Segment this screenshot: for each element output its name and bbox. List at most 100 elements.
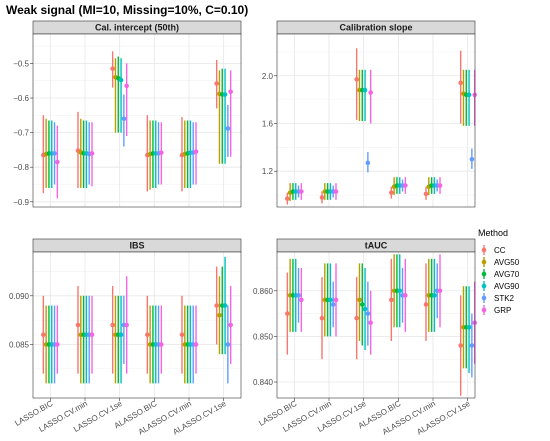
data-point <box>89 332 95 338</box>
data-point <box>354 315 359 321</box>
legend-item-GRP: GRP <box>481 305 511 315</box>
series-GRP <box>299 254 477 364</box>
data-point <box>285 311 290 316</box>
legend-label: AVG70 <box>494 270 520 279</box>
y-tick-label: −0.6 <box>13 94 29 103</box>
data-point <box>118 332 124 338</box>
panel-background <box>33 34 241 207</box>
y-tick-label: 1.2 <box>262 167 274 176</box>
data-point <box>469 343 475 348</box>
panel-1: Calibration slope 2.0 1.6 1.2 <box>262 20 477 208</box>
data-point <box>41 332 46 338</box>
legend-title: Method <box>478 228 508 238</box>
legend-label: STK2 <box>494 294 515 303</box>
panel-background <box>33 252 241 398</box>
data-point <box>228 322 233 328</box>
data-point <box>423 191 429 197</box>
data-point <box>121 116 127 122</box>
data-point <box>145 332 150 338</box>
data-point <box>225 342 231 347</box>
data-point <box>299 189 304 194</box>
series-STK2 <box>296 263 475 378</box>
series-CC <box>41 51 219 194</box>
panel-border <box>276 33 476 208</box>
panel-0: Cal. intercept (50th) −0.5 −0.6 −0.7 −0.8 −0.… <box>13 20 242 208</box>
series-AVG50 <box>43 58 222 190</box>
panel-border <box>276 251 476 399</box>
legend: Method CC AVG50 AVG70 AVG90 STK2 GRP <box>478 228 520 315</box>
series-STK2 <box>52 94 231 185</box>
series-AVG70 <box>46 56 225 188</box>
legend-key-point <box>481 283 487 289</box>
data-point <box>469 156 475 162</box>
data-point <box>458 80 463 86</box>
y-tick-label: 0.840 <box>253 378 274 387</box>
legend-key-point <box>481 247 487 253</box>
panel-strip-label: Calibration slope <box>339 23 412 33</box>
legend-label: CC <box>494 246 506 255</box>
data-point <box>228 89 233 95</box>
data-point <box>319 195 325 200</box>
series-CC <box>285 258 463 396</box>
y-tick-label: 0.090 <box>9 292 30 301</box>
data-point <box>432 293 437 298</box>
data-point <box>472 320 477 326</box>
y-tick-label: 0.085 <box>9 340 30 349</box>
legend-item-AVG90: AVG90 <box>481 281 520 291</box>
data-point <box>124 322 129 328</box>
data-point <box>124 83 129 89</box>
data-point <box>193 149 199 154</box>
data-point <box>368 90 373 95</box>
series-STK2 <box>52 295 231 384</box>
panel-background <box>277 34 475 207</box>
data-point <box>225 126 231 131</box>
data-point <box>458 343 463 348</box>
y-tick-label: −0.7 <box>13 129 29 138</box>
data-point <box>389 190 394 195</box>
data-point <box>110 66 115 71</box>
y-tick-label: −0.9 <box>13 198 29 207</box>
series-AVG70 <box>290 254 469 369</box>
data-point <box>89 151 95 156</box>
chart-title: Weak signal (MI=10, Missing=10%, C=0.10) <box>6 3 248 17</box>
data-point <box>55 159 60 165</box>
data-point <box>75 322 81 328</box>
data-point <box>362 87 368 93</box>
data-point <box>319 315 325 321</box>
data-point <box>466 324 472 330</box>
data-point <box>296 293 301 298</box>
panel-border <box>32 251 242 399</box>
data-point <box>55 342 60 347</box>
legend-label: AVG90 <box>494 282 520 291</box>
data-point <box>159 150 164 155</box>
legend-key-point <box>481 307 487 313</box>
y-tick-label: 1.6 <box>262 119 274 128</box>
data-point <box>159 342 164 347</box>
data-point <box>472 92 477 98</box>
data-point <box>193 342 199 347</box>
data-point <box>285 196 290 201</box>
legend-label: GRP <box>494 306 511 315</box>
data-point <box>403 183 408 188</box>
data-point <box>217 312 222 318</box>
data-point <box>466 92 472 98</box>
legend-label: AVG50 <box>494 258 520 267</box>
data-point <box>118 77 124 83</box>
data-point <box>328 297 333 303</box>
legend-key-point <box>481 259 487 265</box>
data-point <box>403 293 408 298</box>
y-tick-label: 0.850 <box>253 332 274 341</box>
data-point <box>333 297 339 303</box>
panel-strip-label: tAUC <box>365 241 388 251</box>
series-GRP <box>55 63 233 199</box>
legend-item-AVG70: AVG70 <box>481 269 520 279</box>
legend-item-CC: CC <box>481 245 506 255</box>
series-GRP <box>55 276 233 374</box>
data-point <box>362 306 368 312</box>
data-point <box>354 77 359 82</box>
x-axis-labels: LASSO.BICLASSO.CV.minLASSO.CV.1seALASSO.… <box>13 399 472 437</box>
data-point <box>437 183 443 188</box>
data-point <box>365 160 371 166</box>
data-point <box>389 297 394 303</box>
